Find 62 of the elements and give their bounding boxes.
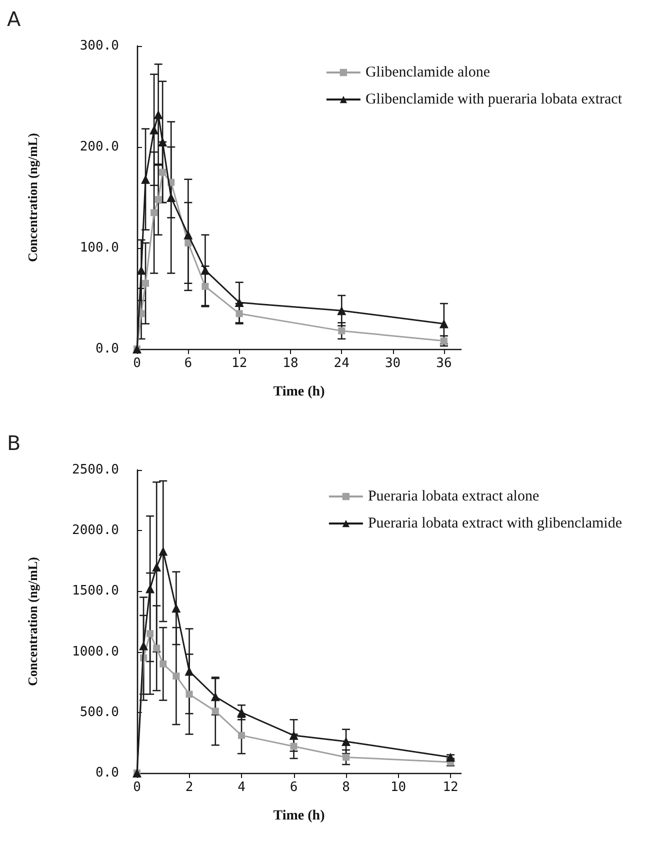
x-tick-label: 30 bbox=[384, 356, 401, 371]
point bbox=[172, 672, 180, 680]
x-tick-label: 36 bbox=[436, 356, 452, 371]
point bbox=[439, 319, 448, 328]
x-tick-label: 12 bbox=[231, 356, 248, 371]
point bbox=[158, 546, 168, 556]
x-tick-label: 6 bbox=[290, 780, 298, 795]
x-tick-label: 6 bbox=[184, 356, 192, 371]
y-tick-label: 300.0 bbox=[80, 38, 119, 54]
y-tick-label: 200.0 bbox=[80, 140, 119, 154]
x-tick-label: 0 bbox=[133, 356, 141, 371]
point bbox=[153, 644, 160, 652]
point bbox=[186, 690, 193, 698]
y-tick-label: 2500.0 bbox=[72, 462, 119, 478]
y-tick-label: 2000.0 bbox=[72, 523, 119, 538]
legend-label: Pueraria lobata extract with glibenclamide bbox=[368, 516, 622, 532]
y-tick-label: 0.0 bbox=[96, 342, 119, 356]
y-axis-title: Concentration (ng/mL) bbox=[25, 133, 40, 262]
x-tick-label: 18 bbox=[282, 356, 298, 371]
point bbox=[289, 730, 298, 740]
legend-label: Glibenclamide with pueraria lobata extract bbox=[365, 92, 623, 108]
point bbox=[290, 742, 298, 750]
point bbox=[159, 168, 166, 176]
y-tick-label: 100.0 bbox=[80, 240, 119, 256]
point bbox=[212, 708, 219, 715]
point bbox=[202, 282, 209, 290]
point bbox=[234, 298, 244, 308]
chart-title: A bbox=[7, 7, 21, 31]
chart-title: B bbox=[7, 431, 21, 455]
x-axis-title: Time (h) bbox=[273, 808, 326, 824]
point bbox=[166, 193, 176, 202]
point bbox=[184, 230, 193, 240]
legend-label: Glibenclamide alone bbox=[365, 64, 490, 80]
x-tick-label: 0 bbox=[133, 780, 141, 795]
y-tick-label: 0.0 bbox=[96, 766, 119, 780]
point bbox=[154, 110, 163, 120]
x-tick-label: 24 bbox=[334, 356, 350, 371]
point bbox=[238, 732, 246, 739]
point bbox=[342, 754, 350, 761]
y-tick-label: 500.0 bbox=[80, 704, 119, 720]
x-axis-title: Time (h) bbox=[273, 384, 326, 400]
y-tick-label: 1500.0 bbox=[72, 584, 119, 599]
y-axis-title: Concentration (ng/mL) bbox=[25, 557, 40, 686]
x-tick-label: 12 bbox=[442, 780, 458, 795]
x-tick-label: 4 bbox=[238, 780, 246, 795]
point bbox=[184, 239, 192, 246]
legend-label: Pueraria lobata extract alone bbox=[368, 488, 540, 504]
x-tick-label: 10 bbox=[390, 780, 406, 795]
point bbox=[210, 692, 220, 702]
point bbox=[337, 306, 346, 316]
x-tick-label: 2 bbox=[185, 780, 194, 795]
point bbox=[154, 196, 162, 204]
point bbox=[172, 604, 181, 613]
x-tick-label: 8 bbox=[342, 780, 350, 795]
point bbox=[236, 310, 243, 318]
y-tick-label: 1000.0 bbox=[72, 644, 119, 660]
point bbox=[142, 280, 150, 287]
point bbox=[136, 266, 146, 275]
point bbox=[146, 630, 154, 638]
point bbox=[237, 708, 246, 717]
point bbox=[160, 660, 167, 668]
point bbox=[150, 209, 158, 216]
